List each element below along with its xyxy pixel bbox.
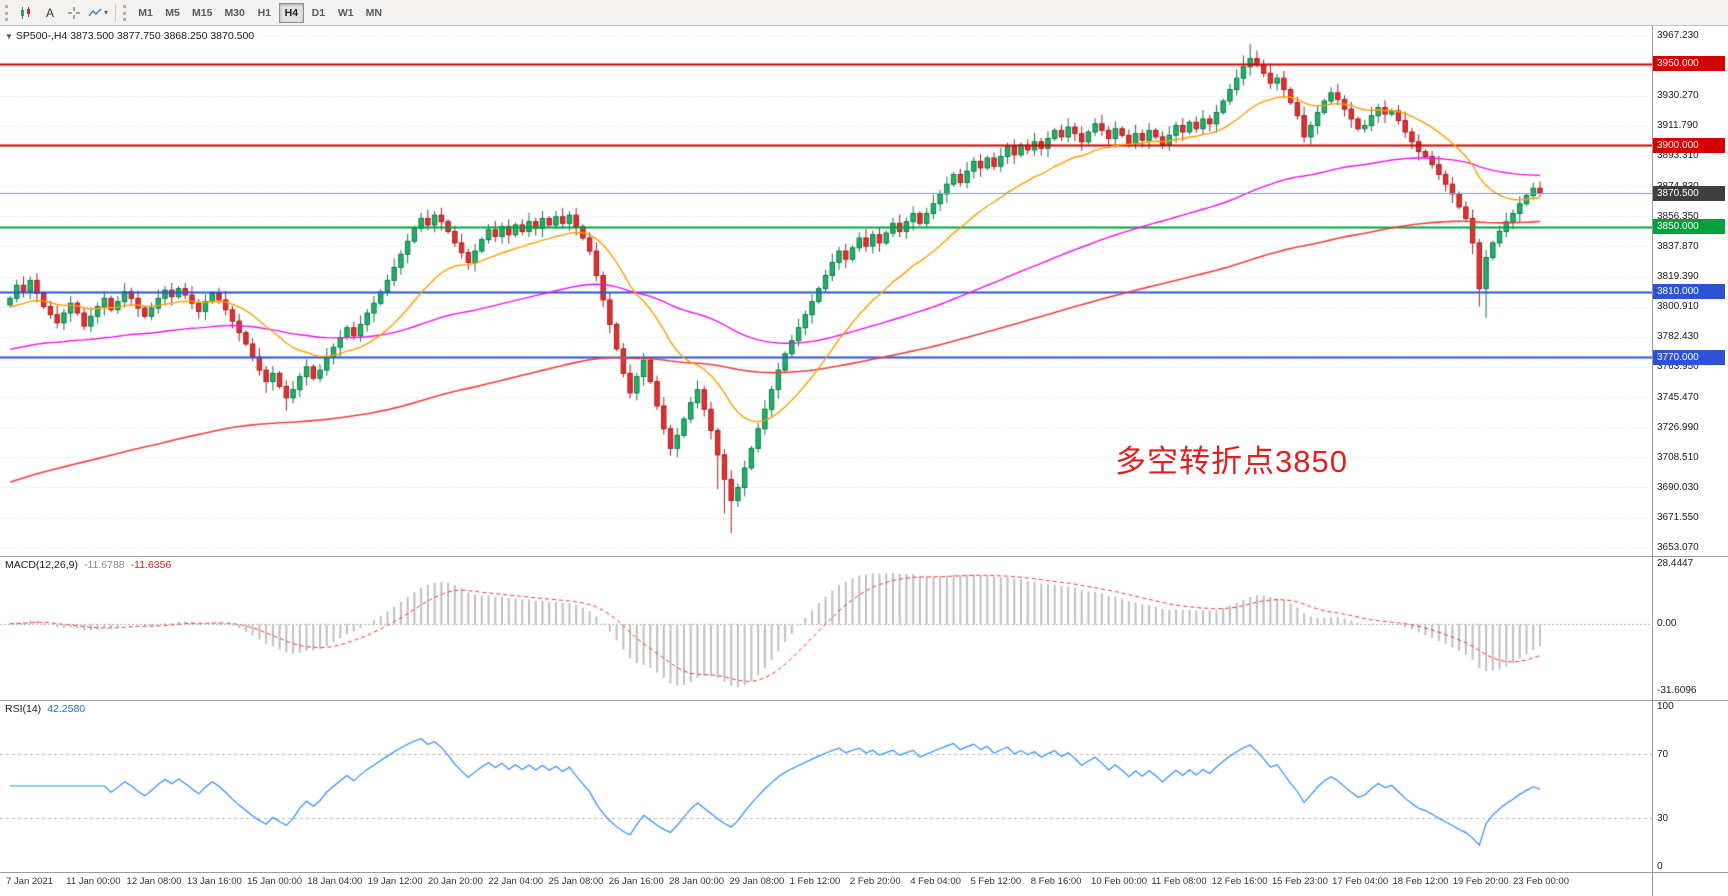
time-axis-label: 12 Feb 16:00 bbox=[1211, 876, 1268, 887]
price-axis-label: 3708.510 bbox=[1657, 451, 1699, 463]
timeframe-button-m30[interactable]: M30 bbox=[224, 6, 245, 19]
macd-axis-label: -31.6096 bbox=[1657, 685, 1697, 697]
time-axis-label: 23 Feb 00:00 bbox=[1513, 876, 1569, 887]
time-axis-label: 28 Jan 00:00 bbox=[669, 876, 725, 887]
hline-badge-3850: 3850.000 bbox=[1653, 219, 1725, 235]
price-chart-canvas[interactable] bbox=[0, 26, 1652, 556]
chevron-down-icon: ▾ bbox=[103, 8, 108, 17]
price-axis-label: 3782.430 bbox=[1657, 331, 1699, 343]
price-axis-label: 3967.230 bbox=[1657, 29, 1699, 41]
timeframe-button-m5[interactable]: M5 bbox=[165, 6, 180, 19]
current-price-badge: 3870.500 bbox=[1653, 185, 1725, 201]
crosshair-icon bbox=[68, 6, 80, 19]
toolbar-separator bbox=[115, 3, 116, 22]
hline-badge-3810: 3810.000 bbox=[1653, 284, 1725, 300]
timeframe-button-w1[interactable]: W1 bbox=[337, 6, 354, 19]
rsi-axis-label: 100 bbox=[1657, 700, 1674, 712]
hline-badge-3900: 3900.000 bbox=[1653, 137, 1725, 153]
price-axis-label: 3653.070 bbox=[1657, 542, 1699, 554]
price-axis-label: 3911.790 bbox=[1657, 120, 1698, 132]
pivot-annotation-text[interactable]: 多空转折点3850 bbox=[1115, 444, 1348, 479]
time-axis-label: 15 Jan 00:00 bbox=[247, 876, 303, 887]
timeframe-drag-handle[interactable] bbox=[123, 4, 127, 21]
time-axis-label: 19 Feb 20:00 bbox=[1452, 876, 1509, 887]
time-axis-label: 15 Feb 23:00 bbox=[1271, 876, 1328, 887]
price-axis-label: 3763.950 bbox=[1657, 361, 1699, 373]
candlestick-chart-icon bbox=[21, 6, 30, 19]
price-axis-label: 3837.870 bbox=[1657, 240, 1699, 252]
time-axis-label: 25 Jan 08:00 bbox=[548, 876, 604, 887]
chart-ohlc-header: ▼ SP500-,H4 3873.500 3877.750 3868.250 38… bbox=[5, 30, 254, 42]
time-axis-separator bbox=[0, 872, 1728, 873]
timeframe-toolbar: M1 M5 M15 M30 H1 H4 D1 W1 MN bbox=[132, 2, 388, 23]
time-axis-label: 13 Jan 16:00 bbox=[186, 876, 242, 887]
top-toolbar: A ▾ M1 M5 M15 M30 H1 H4 D1 W1 MN bbox=[0, 0, 1728, 26]
rsi-title: RSI(14) bbox=[5, 703, 42, 715]
text-label-button[interactable]: A bbox=[38, 3, 62, 23]
toolbar-drag-handle[interactable] bbox=[5, 4, 9, 21]
rsi-value: 42.2580 bbox=[47, 703, 86, 715]
time-axis-label: 17 Feb 04:00 bbox=[1332, 876, 1389, 887]
macd-header: MACD(12,26,9) -11.6788 -11.6356 bbox=[5, 559, 171, 571]
time-axis-label: 2 Feb 20:00 bbox=[849, 876, 901, 887]
macd-signal-value: -11.6356 bbox=[130, 559, 172, 571]
macd-axis-label: 28.4447 bbox=[1657, 558, 1694, 570]
rsi-axis-label: 30 bbox=[1657, 812, 1669, 824]
price-axis-label: 3800.910 bbox=[1657, 301, 1699, 313]
time-axis-label: 8 Feb 16:00 bbox=[1030, 876, 1082, 887]
chart-type-button[interactable] bbox=[14, 3, 38, 23]
indicators-button[interactable]: ▾ bbox=[86, 3, 110, 23]
time-axis-label: 22 Jan 04:00 bbox=[488, 876, 544, 887]
time-axis-label: 26 Jan 16:00 bbox=[608, 876, 664, 887]
price-axis-label: 3856.350 bbox=[1657, 210, 1699, 222]
time-axis-label: 19 Jan 12:00 bbox=[367, 876, 423, 887]
price-axis-label: 3745.470 bbox=[1657, 391, 1699, 403]
crosshair-button[interactable] bbox=[62, 3, 86, 23]
time-axis-label: 5 Feb 12:00 bbox=[970, 876, 1022, 887]
timeframe-button-h1[interactable]: H1 bbox=[257, 6, 272, 19]
rsi-header: RSI(14) 42.2580 bbox=[5, 703, 85, 715]
hline-badge-3770: 3770.000 bbox=[1653, 349, 1725, 365]
text-label-glyph: A bbox=[45, 5, 54, 20]
time-axis-label: 1 Feb 12:00 bbox=[789, 876, 841, 887]
macd-panel-separator[interactable] bbox=[0, 556, 1728, 557]
time-axis-label: 7 Jan 2021 bbox=[6, 876, 54, 887]
time-axis-label: 11 Jan 00:00 bbox=[66, 876, 121, 887]
time-axis-label: 4 Feb 04:00 bbox=[910, 876, 961, 887]
time-axis-label: 18 Jan 04:00 bbox=[307, 876, 363, 887]
macd-panel-canvas[interactable] bbox=[0, 556, 1652, 700]
symbol-ohlc-text: SP500-,H4 3873.500 3877.750 3868.250 387… bbox=[15, 30, 255, 42]
time-axis-label: 10 Feb 00:00 bbox=[1091, 876, 1148, 887]
timeframe-button-h4[interactable]: H4 bbox=[278, 2, 304, 23]
rsi-panel-canvas[interactable] bbox=[0, 700, 1652, 872]
timeframe-button-d1[interactable]: D1 bbox=[311, 6, 326, 19]
macd-axis-label: 0.00 bbox=[1657, 618, 1677, 630]
time-axis-label: 18 Feb 12:00 bbox=[1392, 876, 1449, 887]
price-axis-label: 3690.030 bbox=[1657, 481, 1699, 493]
price-axis bbox=[1652, 26, 1728, 896]
rsi-axis-label: 70 bbox=[1657, 748, 1669, 760]
macd-title: MACD(12,26,9) bbox=[5, 559, 78, 571]
macd-main-value: -11.6788 bbox=[83, 559, 125, 571]
time-axis-label: 20 Jan 20:00 bbox=[427, 876, 483, 887]
time-axis-label: 11 Feb 08:00 bbox=[1151, 876, 1207, 887]
timeframe-button-m1[interactable]: M1 bbox=[138, 6, 153, 19]
time-axis-label: 29 Jan 08:00 bbox=[729, 876, 785, 887]
rsi-axis-label: 0 bbox=[1657, 860, 1663, 872]
price-axis-label: 3893.310 bbox=[1657, 150, 1699, 162]
collapse-arrow-icon[interactable]: ▼ bbox=[5, 32, 13, 41]
indicators-icon bbox=[88, 8, 102, 16]
timeframe-button-m15[interactable]: M15 bbox=[192, 6, 213, 19]
price-axis-label: 3930.270 bbox=[1657, 90, 1699, 102]
price-axis-label: 3819.390 bbox=[1657, 271, 1699, 282]
rsi-panel-separator[interactable] bbox=[0, 700, 1728, 701]
price-axis-label: 3726.990 bbox=[1657, 421, 1699, 433]
price-axis-label: 3671.550 bbox=[1657, 512, 1699, 524]
hline-badge-3950: 3950.000 bbox=[1653, 56, 1725, 71]
chart-stack: ▼ SP500-,H4 3873.500 3877.750 3868.250 38… bbox=[0, 26, 1728, 896]
time-axis-label: 12 Jan 08:00 bbox=[126, 876, 182, 887]
timeframe-button-mn[interactable]: MN bbox=[365, 6, 382, 19]
